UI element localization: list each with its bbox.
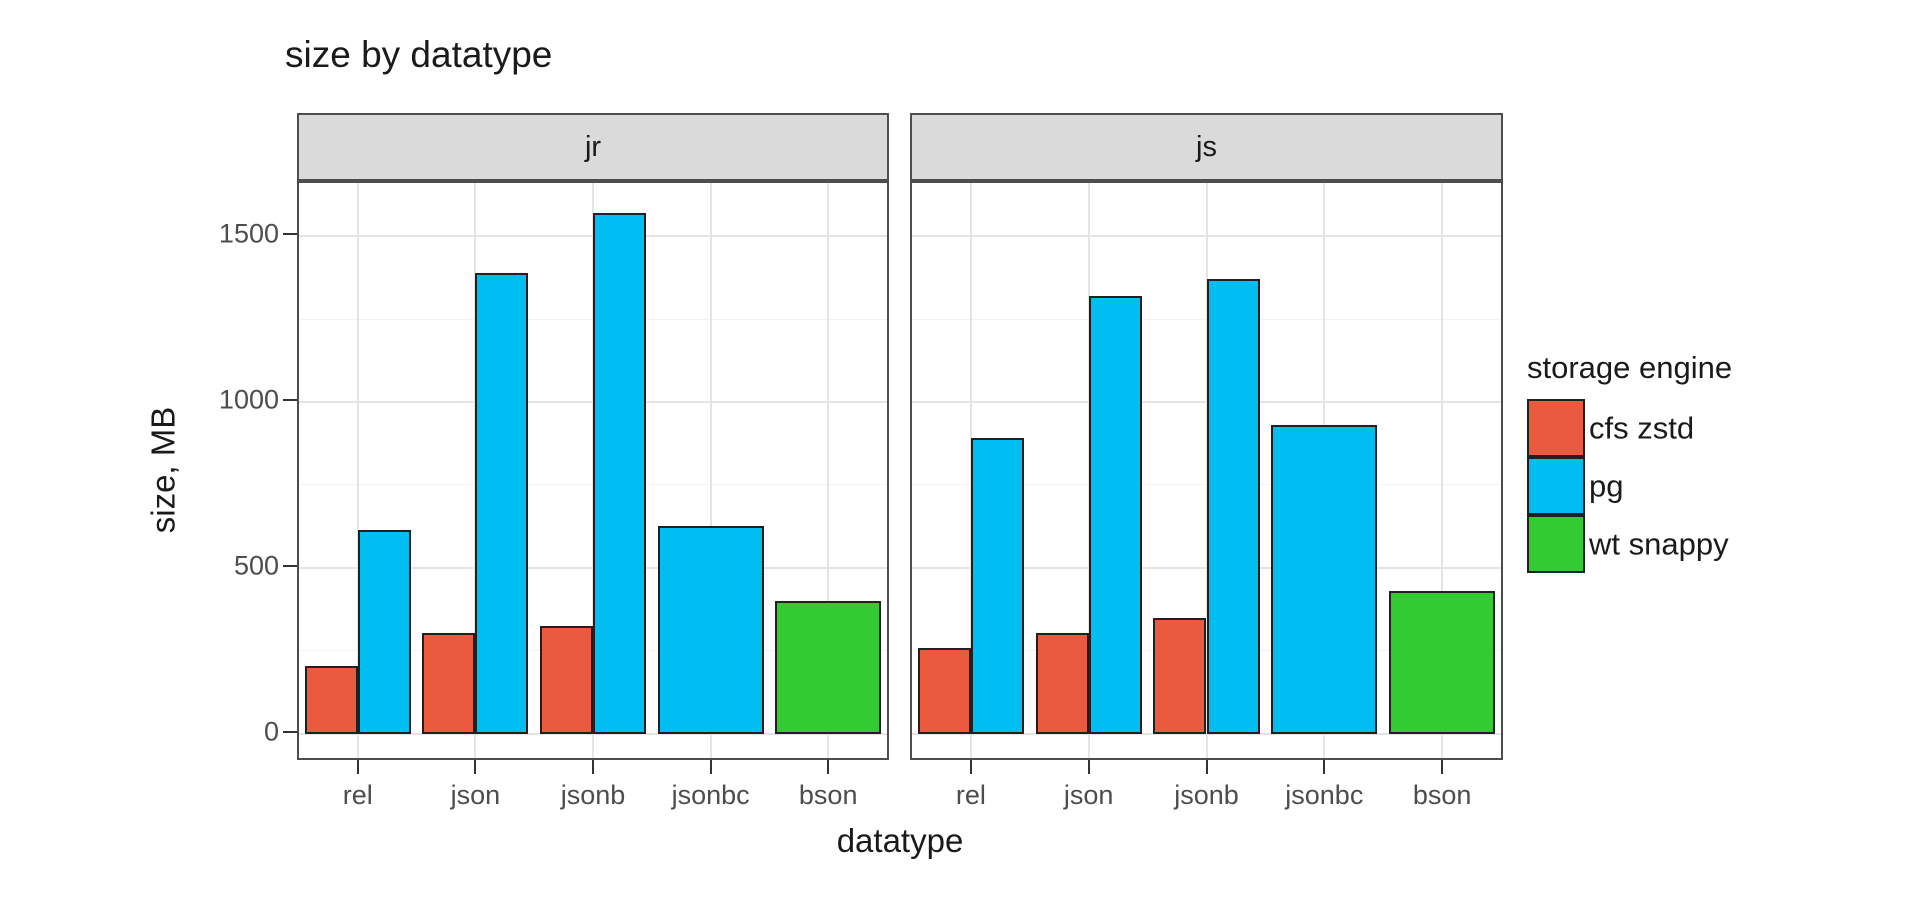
bar <box>1035 632 1089 734</box>
major-gridline-vertical <box>709 183 712 758</box>
x-tick-mark <box>827 760 830 774</box>
x-tick-mark <box>474 760 477 774</box>
panel <box>297 181 889 760</box>
panel <box>910 181 1503 760</box>
chart-title: size by datatype <box>285 34 553 75</box>
x-tick-mark <box>969 760 972 774</box>
bar <box>775 601 882 734</box>
x-tick-mark <box>709 760 712 774</box>
x-tick-mark <box>356 760 359 774</box>
x-tick-mark <box>1205 760 1208 774</box>
legend-label: pg <box>1589 468 1624 504</box>
x-tick-mark <box>592 760 594 774</box>
y-tick-label: 1000 <box>218 384 279 415</box>
bar <box>1153 617 1207 734</box>
legend-swatch <box>1527 515 1585 573</box>
bar <box>1271 425 1378 734</box>
y-tick-label: 500 <box>233 550 279 581</box>
bar <box>593 212 646 734</box>
bar <box>304 665 358 734</box>
facet-strip: jr <box>297 113 889 181</box>
x-tick-label: jsonb <box>1174 780 1239 810</box>
bar <box>1389 591 1496 734</box>
x-tick-label: json <box>1063 780 1114 810</box>
bar <box>970 438 1024 734</box>
bar <box>422 632 476 734</box>
major-gridline-vertical <box>1441 183 1444 758</box>
x-tick-label: rel <box>342 780 373 810</box>
facet-strip-label: js <box>1196 130 1217 163</box>
y-tick-mark <box>283 564 297 567</box>
y-tick-label: 0 <box>263 716 279 747</box>
x-tick-label: bson <box>1412 780 1472 810</box>
x-tick-label: jsonbc <box>671 780 750 810</box>
x-tick-mark <box>1087 760 1090 774</box>
x-tick-label: json <box>450 780 501 810</box>
legend-title: storage engine <box>1527 350 1733 385</box>
y-tick-mark <box>283 730 297 733</box>
major-gridline-vertical <box>356 183 359 758</box>
bar <box>1206 279 1260 734</box>
legend-label: wt snappy <box>1589 526 1729 562</box>
x-tick-mark <box>1323 760 1326 774</box>
x-tick-label: bson <box>798 780 858 810</box>
legend-swatch <box>1527 457 1585 515</box>
major-gridline-vertical <box>827 183 830 758</box>
facet-strip: js <box>910 113 1503 181</box>
x-tick-label: jsonb <box>560 780 626 810</box>
legend-label: cfs zstd <box>1589 410 1695 446</box>
y-tick-label: 1500 <box>218 218 279 249</box>
x-tick-label: jsonbc <box>1285 780 1364 810</box>
bar <box>1088 295 1142 734</box>
bar <box>357 529 411 734</box>
x-axis-title: datatype <box>836 822 964 859</box>
facet-strip-label: jr <box>584 130 602 163</box>
bar <box>657 526 764 734</box>
y-axis-title: size, MB <box>144 406 182 534</box>
y-tick-mark <box>283 398 297 401</box>
x-tick-label: rel <box>955 780 986 810</box>
x-tick-mark <box>1441 760 1444 774</box>
bar <box>475 272 529 734</box>
bar <box>917 647 971 734</box>
bar <box>540 625 593 734</box>
y-tick-mark <box>283 233 297 236</box>
legend-swatch <box>1527 399 1585 457</box>
